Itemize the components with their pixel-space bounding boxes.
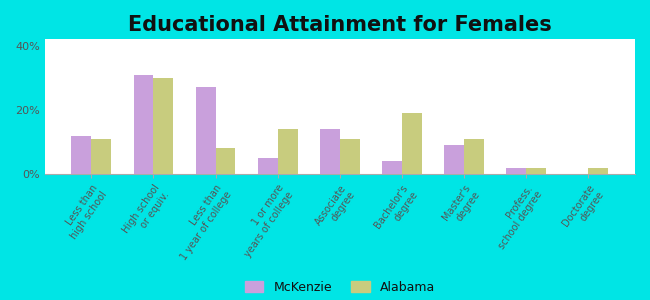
- Title: Educational Attainment for Females: Educational Attainment for Females: [128, 15, 552, 35]
- Bar: [444, 145, 464, 174]
- Bar: [402, 113, 422, 174]
- Bar: [588, 168, 608, 174]
- Bar: [526, 168, 546, 174]
- Bar: [278, 129, 298, 174]
- Bar: [45, 0, 635, 33]
- Bar: [216, 148, 235, 174]
- Bar: [153, 78, 174, 174]
- Bar: [506, 168, 526, 174]
- Bar: [133, 75, 153, 174]
- Bar: [196, 87, 216, 174]
- Legend: McKenzie, Alabama: McKenzie, Alabama: [241, 277, 439, 298]
- Bar: [45, 33, 635, 174]
- Bar: [92, 139, 111, 174]
- Bar: [382, 161, 402, 174]
- Bar: [320, 129, 340, 174]
- Bar: [464, 139, 484, 174]
- Bar: [72, 136, 92, 174]
- Bar: [340, 139, 359, 174]
- Bar: [258, 158, 278, 174]
